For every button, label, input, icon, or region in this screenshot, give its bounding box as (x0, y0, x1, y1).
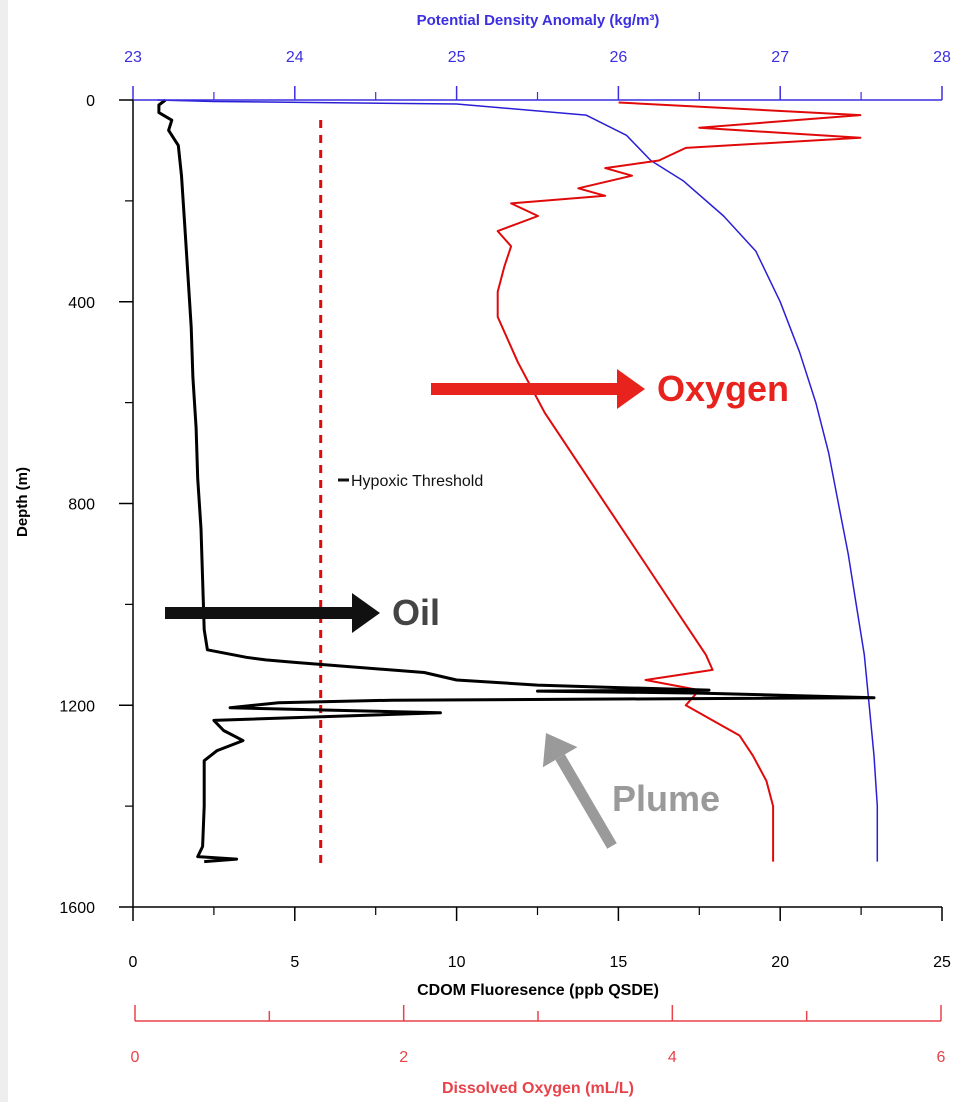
annotations (165, 369, 645, 849)
plume-arrow (542, 733, 617, 849)
left-axis-tick-label: 0 (86, 93, 95, 110)
oxygen-axis-tick-label: 0 (131, 1049, 140, 1066)
top-axis-tick-label: 26 (610, 49, 628, 66)
plume-arrow-shaft (555, 754, 617, 849)
annotation-oxygen-label: Oxygen (657, 368, 789, 409)
cdom-oil-profile-line (157, 98, 876, 864)
annotation-oil-label: Oil (392, 592, 440, 633)
density-profile-line (157, 99, 879, 862)
oxygen-profile-line (496, 101, 862, 862)
plume-arrow-head (542, 733, 578, 768)
bottom-axis-tick-label: 20 (771, 954, 789, 971)
axes: 23 24 25 26 27 280 5 10 15 20 250 2 4 604008001200160… (59, 49, 951, 1066)
bottom-axis-tick-label: 10 (448, 954, 466, 971)
oil-arrow-head (352, 593, 380, 633)
top-axis-tick-label: 23 (124, 49, 142, 66)
top-axis-tick-label: 25 (448, 49, 466, 66)
threshold-label: Hypoxic Threshold (351, 473, 483, 490)
bottom-axis-tick-label: 0 (129, 954, 138, 971)
bottom-axis-title: CDOM Fluoresence (ppb QSDE) (417, 982, 659, 999)
oxygen-axis-tick-label: 6 (937, 1049, 946, 1066)
plot-background (0, 0, 8, 1102)
oxygen-arrow-head (617, 369, 645, 409)
left-axis-tick-label: 1600 (59, 900, 95, 917)
top-axis-tick-label: 24 (286, 49, 304, 66)
oil-arrow (165, 593, 380, 633)
left-axis-tick-label: 800 (68, 497, 95, 514)
top-axis-tick-label: 28 (933, 49, 951, 66)
oxygen-axis-tick-label: 2 (399, 1049, 408, 1066)
top-axis-title: Potential Density Anomaly (kg/m³) (417, 12, 660, 29)
oxygen-arrow (431, 369, 645, 409)
left-edge-panel (0, 0, 8, 1102)
left-axis-tick-label: 1200 (59, 698, 95, 715)
series-lines (157, 98, 879, 870)
bottom-axis-tick-label: 15 (610, 954, 628, 971)
oxygen-axis-title: Dissolved Oxygen (mL/L) (442, 1080, 634, 1097)
top-axis-tick-label: 27 (771, 49, 789, 66)
annotation-plume-label: Plume (612, 778, 720, 819)
y-axis-title: Depth (m) (14, 467, 31, 537)
bottom-axis-tick-label: 5 (290, 954, 299, 971)
bottom-axis-tick-label: 25 (933, 954, 951, 971)
left-axis-tick-label: 400 (68, 295, 95, 312)
oxygen-axis-tick-label: 4 (668, 1049, 677, 1066)
